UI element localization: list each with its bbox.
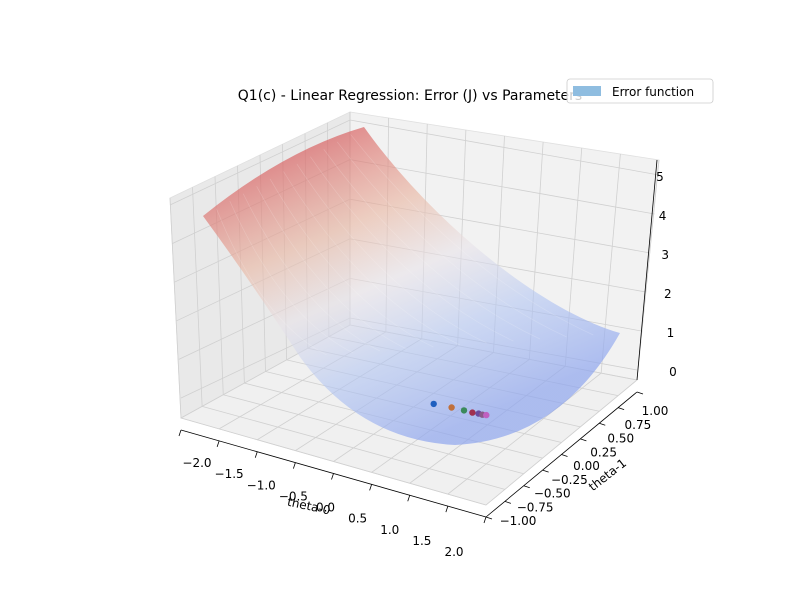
descent-point [483, 411, 490, 419]
y-tick-label: 0.00 [573, 459, 600, 473]
chart-title: Q1(c) - Linear Regression: Error (J) vs … [238, 88, 582, 104]
z-tick-label: 5 [656, 170, 664, 184]
y-tick-mark [636, 391, 644, 395]
y-tick-mark [504, 500, 512, 504]
descent-point [460, 407, 468, 414]
x-tick-mark [445, 505, 449, 513]
legend-swatch [573, 86, 601, 96]
x-tick-label: 0.0 [316, 501, 335, 515]
z-tick-label: 1 [667, 326, 675, 340]
x-tick-mark [254, 451, 258, 458]
x-tick-label: 0.5 [348, 512, 367, 526]
legend: Error function [566, 78, 714, 104]
y-tick-mark [561, 454, 568, 457]
y-tick-label: 1.00 [642, 404, 669, 418]
x-tick-label: −1.0 [247, 478, 276, 492]
x-tick-mark [331, 473, 334, 480]
y-tick-label: 0.50 [607, 432, 634, 446]
x-tick-mark [292, 462, 296, 469]
y-tick-mark [523, 485, 530, 489]
y-tick-mark [542, 469, 549, 473]
y-gridline [223, 394, 524, 475]
error-surface [203, 127, 620, 445]
z-ticks: 0 1 2 3 4 5 [656, 170, 677, 379]
x-ticks: −2.0 −1.5−1.0−0.5 0.0 0.5 1.0 1.5 2.0 [178, 429, 487, 559]
y-tick-mark [617, 407, 625, 411]
y-gridline-wall [192, 187, 203, 407]
x-tick-mark [407, 495, 411, 502]
mesh-line [323, 149, 541, 340]
z-axis-line [636, 159, 658, 381]
x-tick-label: −0.5 [279, 489, 308, 503]
x-tick-label: 1.5 [412, 534, 431, 548]
x-axis-title: theta-0 [286, 495, 332, 518]
y-gridline [202, 405, 505, 490]
mesh-line [336, 141, 567, 338]
x-tick-mark [483, 516, 487, 524]
z-tick-label: 0 [669, 365, 677, 379]
x-tick-label: −1.5 [215, 467, 244, 481]
mesh-line [256, 186, 407, 350]
descent-points [430, 400, 490, 419]
z-tick-label: 2 [664, 287, 672, 301]
descent-point [469, 409, 476, 416]
y-tick-mark [485, 516, 493, 520]
descent-point [430, 400, 437, 408]
z-gridline [169, 119, 660, 206]
y-gridline-wall [169, 197, 182, 419]
x-tick-mark [216, 440, 220, 448]
z-tick-label: 3 [661, 248, 669, 262]
mesh-line [242, 193, 381, 352]
mesh-line [283, 171, 461, 346]
z-tick-label: 4 [659, 209, 667, 223]
mesh-line [216, 208, 327, 356]
y-ticks: −1.00−0.75−0.50−0.250.000.250.500.751.00 [485, 391, 669, 528]
x-tick-label: −2.0 [182, 456, 211, 470]
mesh-line [350, 134, 594, 336]
surface-mesh [216, 134, 594, 356]
legend-box [566, 78, 714, 104]
mesh-line [229, 201, 354, 354]
y-tick-label: −0.75 [517, 500, 554, 514]
mesh-line [269, 178, 434, 348]
y-tick-label: 0.75 [625, 418, 652, 432]
x-tick-mark [369, 484, 373, 491]
y-tick-mark [599, 422, 606, 426]
descent-point [448, 404, 455, 411]
y-tick-mark [580, 438, 587, 442]
x-tick-mark [178, 429, 182, 437]
legend-label: Error function [612, 85, 694, 99]
y-tick-label: −0.25 [551, 473, 588, 487]
y-gridline [180, 417, 487, 506]
x-tick-label: 2.0 [444, 545, 463, 559]
mesh-line [310, 156, 514, 342]
y-tick-label: −0.50 [534, 487, 571, 501]
mesh-line [296, 163, 487, 344]
y-tick-label: 0.25 [590, 445, 617, 459]
y-tick-label: −1.00 [500, 514, 537, 528]
x-tick-label: 1.0 [380, 523, 399, 537]
